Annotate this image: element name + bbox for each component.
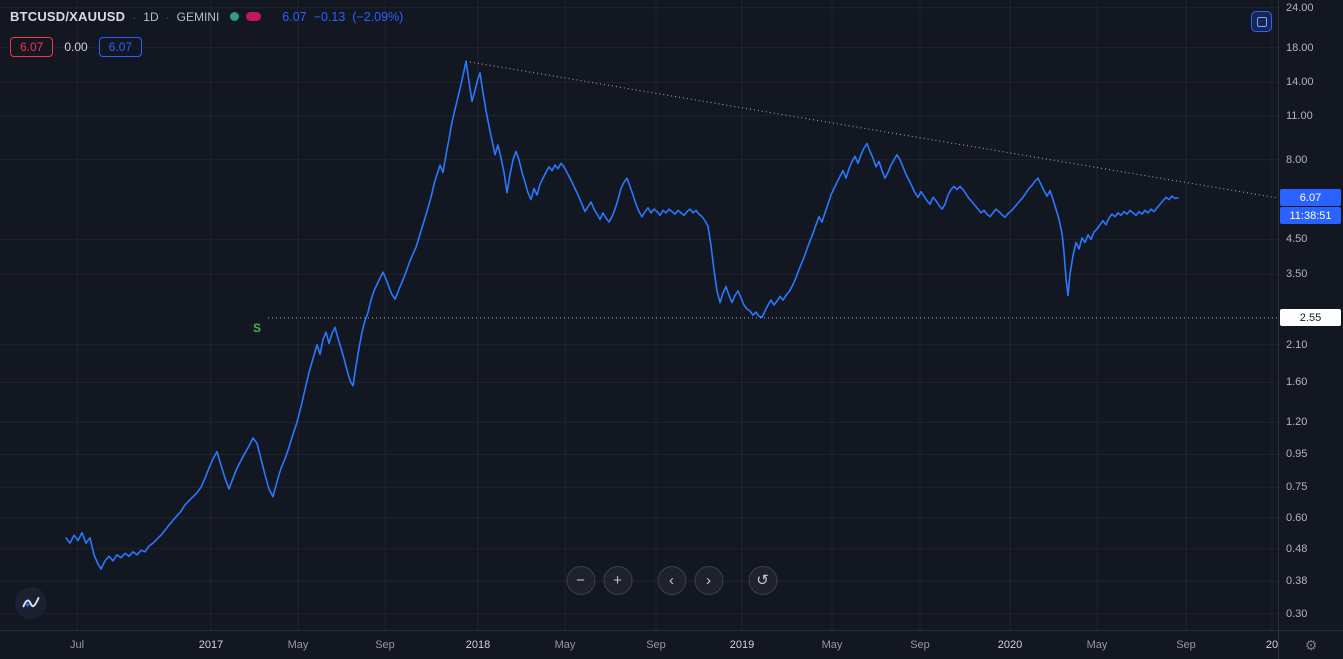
legend-separator: ·: [132, 9, 137, 24]
source-toggle-icon[interactable]: [246, 12, 262, 21]
time-tick-label: May: [1086, 639, 1108, 651]
price-tick-label: 4.50: [1286, 233, 1308, 246]
price-tick-label: 3.50: [1286, 268, 1308, 281]
price-series-line: [65, 60, 1179, 570]
time-tick-label: May: [821, 639, 843, 651]
price-tick-label: 18.00: [1286, 41, 1314, 54]
time-tick-label: 2019: [729, 639, 755, 651]
zoom-out-button[interactable]: −: [566, 566, 595, 595]
symbol-title[interactable]: BTCUSD/XAUUSD: [10, 9, 126, 24]
red-price-label-badge[interactable]: 6.07: [10, 37, 54, 57]
price-tick-label: 0.75: [1286, 481, 1308, 494]
chart-canvas[interactable]: [0, 0, 1278, 630]
time-tick-label: Sep: [646, 639, 666, 651]
exchange-label: GEMINI: [176, 9, 220, 24]
time-tick-label: 2018: [465, 639, 491, 651]
tradingview-wave-icon: [22, 597, 40, 608]
gear-icon[interactable]: ⚙: [1304, 636, 1318, 653]
price-tick-label: 8.00: [1286, 153, 1308, 166]
maximize-icon[interactable]: [1251, 11, 1272, 32]
price-tick-label: 1.60: [1286, 376, 1308, 389]
time-tick-label: Sep: [1176, 639, 1196, 651]
axis-corner: ⚙: [1278, 630, 1343, 659]
price-tick-label: 0.95: [1286, 448, 1308, 461]
interval-label[interactable]: 1D: [143, 9, 159, 24]
price-tick-label: 14.00: [1286, 76, 1314, 89]
price-tick-label: 0.48: [1286, 542, 1308, 555]
time-tick-label: 2020: [997, 639, 1023, 651]
bar-countdown-value: 11:38:51: [1289, 209, 1332, 222]
blue-price-label-badge[interactable]: 6.07: [98, 37, 143, 57]
price-chart[interactable]: [0, 0, 1278, 630]
price-tick-label: 0.60: [1286, 512, 1308, 525]
price-tick-label: 2.10: [1286, 338, 1308, 351]
last-price-axis-badge: 6.07: [1280, 189, 1341, 207]
legend-price-change: −0.13: [313, 9, 346, 24]
zero-value-label: 0.00: [64, 40, 88, 54]
time-tick-label: Jul: [69, 639, 85, 651]
price-tick-label: 11.00: [1286, 109, 1313, 122]
scroll-left-button[interactable]: ‹: [657, 566, 686, 595]
time-tick-label: 20: [1265, 639, 1278, 651]
time-tick-label: Sep: [910, 639, 930, 651]
bar-countdown-badge: 11:38:51: [1280, 207, 1341, 225]
legend: BTCUSD/XAUUSD · 1D · GEMINI 6.07 −0.13 (…: [10, 9, 403, 24]
support-level-axis-badge: 2.55: [1280, 309, 1341, 327]
descending-trendline[interactable]: [465, 60, 1278, 199]
support-s-marker: S: [253, 320, 262, 335]
price-tick-label: 24.00: [1286, 1, 1314, 14]
last-price-axis-value: 6.07: [1299, 191, 1322, 204]
legend-last-price: 6.07: [282, 9, 307, 24]
price-tick-label: 1.20: [1286, 416, 1308, 429]
price-line-labels: 6.07 0.00 6.07: [10, 37, 143, 57]
time-tick-label: May: [554, 639, 576, 651]
chart-nav-toolbar: − + ‹ › ↺: [566, 566, 777, 595]
support-level-value: 2.55: [1299, 311, 1322, 324]
legend-price-change-pct: (−2.09%): [352, 9, 404, 24]
price-axis[interactable]: 6.07 11:38:51 2.55 24.00 18.00 14.00 11.00 8…: [1278, 0, 1343, 630]
time-tick-label: May: [287, 639, 309, 651]
legend-separator: ·: [165, 9, 170, 24]
scroll-right-button[interactable]: ›: [694, 566, 723, 595]
price-tick-label: 0.30: [1286, 607, 1308, 620]
visibility-toggle-icon[interactable]: [230, 12, 240, 21]
time-tick-label: 2017: [198, 639, 224, 651]
reset-chart-button[interactable]: ↺: [748, 566, 777, 595]
price-tick-label: 0.38: [1286, 575, 1308, 588]
time-axis[interactable]: Jul 2017 May Sep 2018 May Sep 2019 May Sep 2020 May…: [0, 630, 1278, 659]
time-tick-label: Sep: [375, 639, 395, 651]
zoom-in-button[interactable]: +: [603, 566, 632, 595]
maximize-icon-inner: [1256, 16, 1267, 27]
tradingview-logo[interactable]: [15, 587, 47, 619]
